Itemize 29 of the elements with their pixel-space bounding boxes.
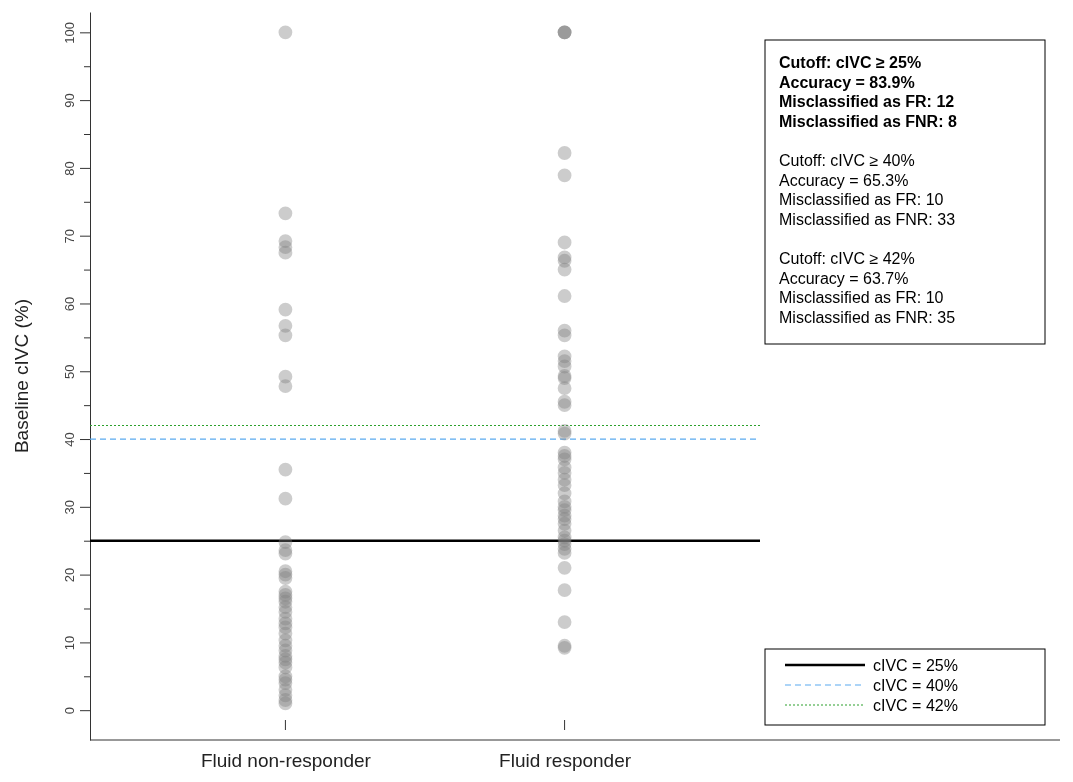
y-tick-label: 50 <box>62 364 77 379</box>
legend-label: cIVC = 42% <box>873 697 958 714</box>
text: Cutoff: cIVC ≥ 25% <box>779 54 922 71</box>
text: Accuracy = 83.9% <box>779 73 915 91</box>
y-tick-label: 80 <box>62 161 77 176</box>
x-tick-label: Fluid responder <box>499 750 632 772</box>
y-tick-label: 60 <box>62 296 77 312</box>
x-tick-label: Fluid non-responder <box>200 750 372 772</box>
y-tick-label: 30 <box>62 500 77 515</box>
text: Misclassified as FR: 10 <box>779 289 944 306</box>
text: Accuracy = 63.7% <box>779 269 909 287</box>
legend-label: cIVC = 25% <box>873 657 958 674</box>
y-axis-title: Baseline cIVC (%) <box>11 298 32 454</box>
legend-label: cIVC = 40% <box>873 677 958 694</box>
y-tick-label: 40 <box>62 432 77 447</box>
text: Misclassified as FNR: 8 <box>779 112 957 130</box>
y-tick-label: 90 <box>62 93 77 108</box>
y-tick-label: 0 <box>62 707 77 715</box>
text: Accuracy = 65.3% <box>779 171 909 189</box>
text: Misclassified as FR: 12 <box>779 93 955 110</box>
y-tick-label: 70 <box>62 228 77 244</box>
text: Misclassified as FNR: 33 <box>779 210 956 228</box>
text: Cutoff: cIVC ≥ 42% <box>779 250 915 267</box>
y-tick-label: 10 <box>62 635 77 651</box>
text: Misclassified as FNR: 35 <box>779 308 956 326</box>
y-tick-label: 100 <box>62 21 77 44</box>
text: Misclassified as FR: 10 <box>779 191 944 208</box>
text: Cutoff: cIVC ≥ 40% <box>779 152 915 169</box>
y-tick-label: 20 <box>62 567 77 583</box>
